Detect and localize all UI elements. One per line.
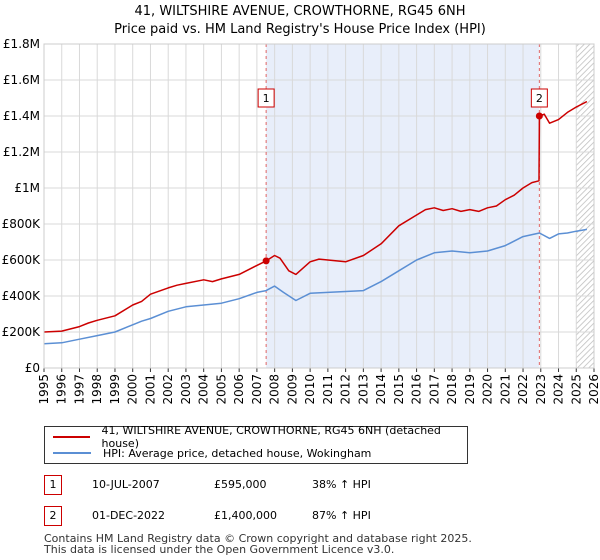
- x-tick-label: 2007: [250, 374, 264, 405]
- transaction-marker-label: 1: [263, 92, 270, 105]
- x-tick-label: 2002: [161, 374, 175, 405]
- x-tick-label: 2001: [143, 374, 157, 405]
- x-tick-label: 2009: [285, 374, 299, 405]
- transaction-hpi: 38% ↑ HPI: [312, 478, 371, 491]
- legend-item-property: 41, WILTSHIRE AVENUE, CROWTHORNE, RG45 6…: [53, 424, 467, 450]
- transaction-marker: [257, 88, 275, 108]
- x-tick-label: 2008: [268, 374, 282, 405]
- y-tick-label: £1.6M: [3, 73, 40, 87]
- x-tick-label: 2016: [410, 374, 424, 405]
- x-tick-label: 2020: [481, 374, 495, 405]
- x-tick-label: 2005: [214, 374, 228, 405]
- price-chart: 1 2 £0 £200K £400K £600K £800K £1M £1.2M £1.4M £1…: [2, 37, 600, 405]
- x-tick-label: 2022: [516, 374, 530, 405]
- x-tick-label: 2024: [552, 374, 566, 405]
- y-tick-label: £1.4M: [3, 109, 40, 123]
- footer-copyright: Contains HM Land Registry data © Crown c…: [44, 532, 472, 545]
- x-tick-label: 1996: [55, 374, 69, 405]
- x-tick-label: 2023: [534, 374, 548, 405]
- x-tick-label: 2015: [392, 374, 406, 405]
- transaction-point: [262, 257, 270, 265]
- x-tick-label: 2019: [463, 374, 477, 405]
- hpi-line: [43, 228, 588, 345]
- y-tick-label: £1M: [14, 181, 40, 195]
- x-tick-label: 1997: [72, 374, 86, 405]
- y-tick-label: £200K: [2, 325, 42, 339]
- x-tick-label: 1999: [108, 374, 122, 405]
- y-tick-label: £1.2M: [3, 145, 40, 159]
- transaction-date: 10-JUL-2007: [92, 478, 160, 491]
- x-tick-label: 2014: [374, 374, 388, 405]
- y-tick-label: £0: [25, 361, 40, 375]
- plot-frame: [43, 43, 595, 369]
- footer: Contains HM Land Registry data © Crown c…: [44, 533, 472, 555]
- property-price-line: [43, 100, 588, 333]
- x-tick-label: 2004: [197, 374, 211, 405]
- x-tick-label: 1995: [37, 374, 51, 405]
- x-tick-label: 2006: [232, 374, 246, 405]
- transaction-hpi: 87% ↑ HPI: [312, 509, 371, 522]
- forecast-hatch: [576, 44, 594, 368]
- legend-label-hpi: HPI: Average price, detached house, Woki…: [103, 446, 372, 460]
- x-tick-label: 2021: [498, 374, 512, 405]
- x-tick-label: 2010: [303, 374, 317, 405]
- x-tick-label: 2025: [569, 374, 583, 405]
- ownership-shade: [266, 44, 540, 368]
- transaction-marker-label: 2: [536, 92, 543, 105]
- legend-item-hpi: HPI: Average price, detached house, Woki…: [53, 445, 371, 461]
- x-tick-label: 2011: [321, 374, 335, 405]
- legend-swatch-property: [53, 436, 90, 438]
- y-tick-label: £800K: [2, 217, 42, 231]
- x-tick-label: 2003: [179, 374, 193, 405]
- y-tick-label: £400K: [2, 289, 42, 303]
- transaction-price: £595,000: [214, 478, 267, 491]
- transaction-marker: [530, 88, 548, 108]
- chart-title: 41, WILTSHIRE AVENUE, CROWTHORNE, RG45 6…: [134, 4, 466, 19]
- legend-label-property: 41, WILTSHIRE AVENUE, CROWTHORNE, RG45 6…: [101, 424, 441, 450]
- x-tick-label: 2013: [356, 374, 370, 405]
- x-tick-label: 2017: [427, 374, 441, 405]
- chart-subtitle: Price paid vs. HM Land Registry's House …: [114, 22, 486, 37]
- transaction-badge: 2: [44, 506, 62, 526]
- footer-licence: This data is licensed under the Open Gov…: [44, 543, 395, 556]
- x-tick-label: 2026: [587, 374, 600, 405]
- x-tick-label: 2000: [126, 374, 140, 405]
- x-tick-label: 1998: [90, 374, 104, 405]
- legend-swatch-hpi: [53, 452, 91, 454]
- transaction-point: [535, 112, 543, 120]
- transaction-badge: 1: [44, 475, 62, 495]
- y-tick-label: £600K: [2, 253, 42, 267]
- x-tick-label: 2012: [339, 374, 353, 405]
- y-tick-label: £1.8M: [3, 37, 40, 51]
- x-tick-label: 2018: [445, 374, 459, 405]
- legend: 41, WILTSHIRE AVENUE, CROWTHORNE, RG45 6…: [44, 424, 468, 464]
- transaction-date: 01-DEC-2022: [92, 509, 166, 522]
- transaction-price: £1,400,000: [214, 509, 277, 522]
